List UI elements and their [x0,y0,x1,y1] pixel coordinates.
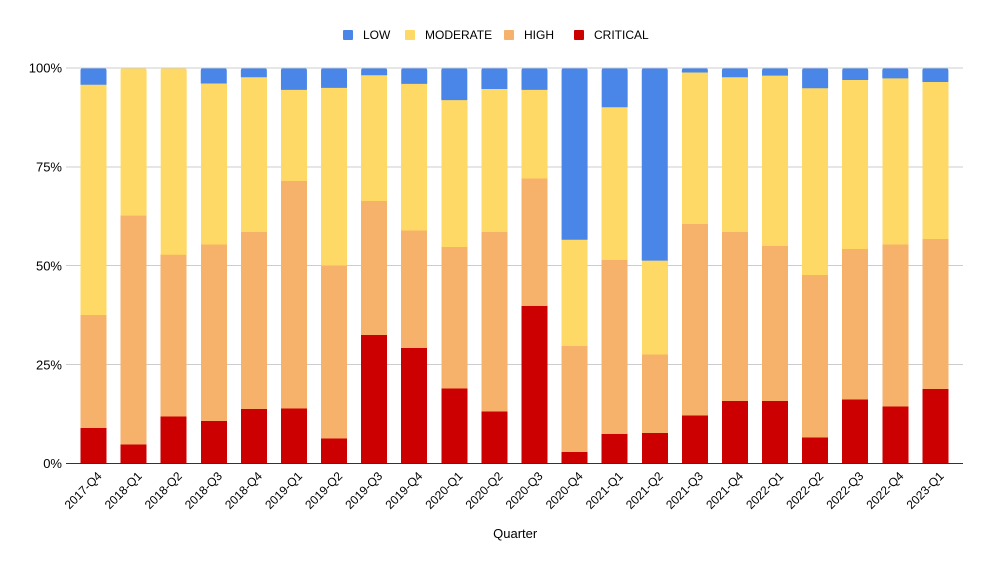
svg-text:75%: 75% [36,160,62,175]
svg-text:50%: 50% [36,258,62,273]
svg-text:100%: 100% [29,61,63,76]
svg-text:25%: 25% [36,357,62,372]
svg-text:0%: 0% [43,456,62,471]
svg-text:HIGH: HIGH [524,28,554,42]
svg-text:Quarter: Quarter [493,526,538,541]
svg-text:CRITICAL: CRITICAL [594,28,649,42]
svg-text:LOW: LOW [363,28,391,42]
svg-text:MODERATE: MODERATE [425,28,492,42]
